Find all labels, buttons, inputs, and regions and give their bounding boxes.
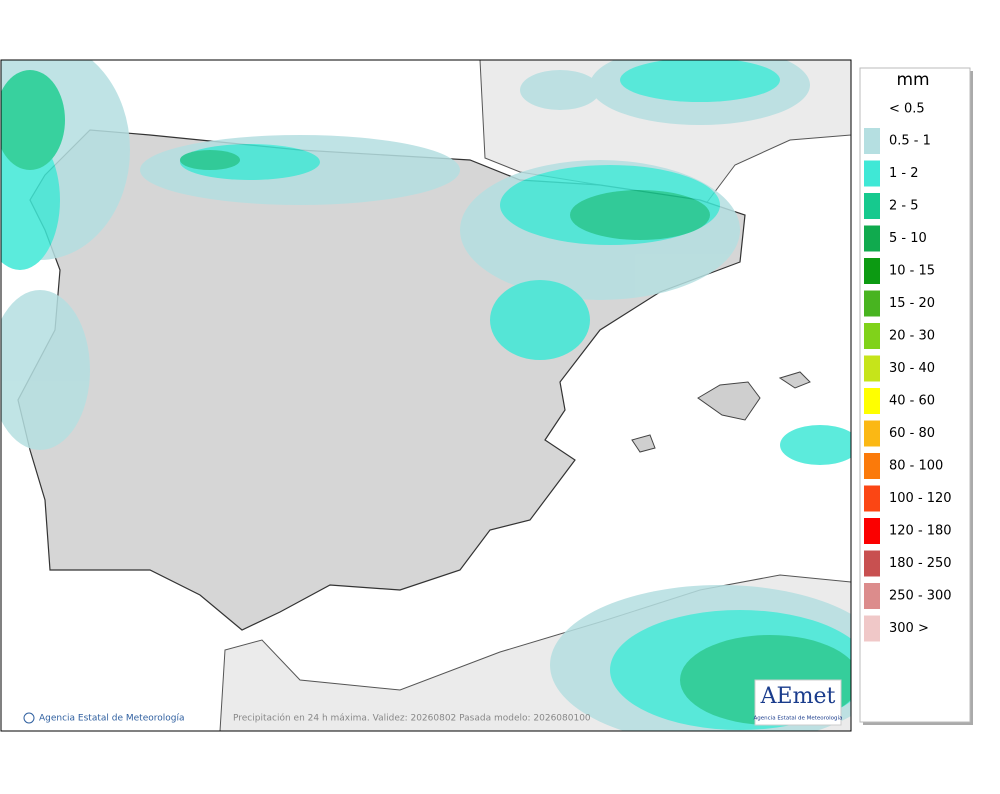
legend-label: < 0.5: [889, 102, 925, 117]
legend-swatch: [864, 453, 880, 479]
map: Agencia Estatal de Meteorología Precipit…: [1, 60, 851, 731]
legend-label: 0.5 - 1: [889, 134, 931, 149]
legend-swatch: [864, 355, 880, 382]
legend-label: 250 - 300: [889, 589, 952, 604]
legend-swatch: [864, 615, 880, 642]
legend-label: 20 - 30: [889, 329, 935, 344]
legend-label: 1 - 2: [889, 166, 919, 181]
legend-title: mm: [896, 70, 929, 90]
legend-label: 30 - 40: [889, 361, 935, 376]
legend-swatch: [864, 160, 880, 187]
legend-swatch: [864, 290, 880, 317]
caption: Precipitación en 24 h máxima. Validez: 2…: [233, 713, 591, 724]
legend-label: 10 - 15: [889, 264, 935, 279]
legend-swatch: [864, 485, 880, 512]
logo-name: AEmet: [760, 684, 836, 709]
legend-label: 15 - 20: [889, 296, 935, 311]
legend-label: 60 - 80: [889, 426, 935, 441]
precipitation-areas: [1, 60, 851, 731]
legend-swatch: [864, 550, 880, 577]
legend-swatch: [864, 583, 880, 609]
map-frame: [0, 59, 852, 732]
legend-swatch: [864, 323, 880, 349]
legend-label: 80 - 100: [889, 459, 943, 474]
legend-swatch: [864, 225, 880, 252]
legend-swatch: [864, 518, 880, 544]
legend-label: 120 - 180: [889, 524, 952, 539]
legend-label: 40 - 60: [889, 394, 935, 409]
legend-swatch: [864, 420, 880, 447]
legend-items: 0.5 - 1 1 - 2 2 - 5 5 - 10 10 - 15 15 - 20 20 …: [864, 128, 952, 642]
legend-swatch: [864, 258, 880, 284]
legend-label: 300 >: [889, 621, 929, 636]
legend-label: 180 - 250: [889, 556, 952, 571]
legend-swatch: [864, 388, 880, 414]
legend-label: 100 - 120: [889, 491, 952, 506]
legend-swatch: [864, 128, 880, 154]
legend-swatch: [864, 193, 880, 219]
legend-label: 2 - 5: [889, 199, 919, 214]
credit: Agencia Estatal de Meteorología: [39, 714, 185, 724]
legend-label: 5 - 10: [889, 231, 927, 246]
logo-subtitle: Agencia Estatal de Meteorología: [754, 715, 843, 722]
logo: [754, 679, 842, 726]
